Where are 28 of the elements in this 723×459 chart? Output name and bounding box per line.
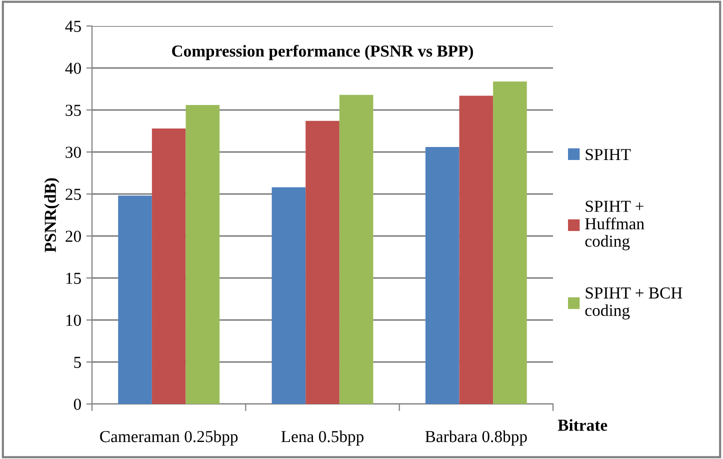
- y-tick-label: 25: [66, 188, 81, 200]
- y-tick-label: 35: [66, 104, 81, 116]
- y-tick-label: 20: [66, 230, 81, 242]
- bar: [186, 104, 220, 404]
- x-tick-label: Barbara 0.8bpp: [425, 430, 527, 446]
- y-axis-title: PSNR(dB): [44, 178, 60, 252]
- y-tick-label: 15: [66, 272, 81, 284]
- text: Compression performance (PSNR vs BPP): [172, 44, 473, 60]
- legend-label: SPIHT + Huffman coding: [585, 200, 644, 250]
- bar: [425, 146, 460, 404]
- y-tick-label: 5: [74, 356, 81, 368]
- x-tick-label: Cameraman 0.25bpp: [100, 430, 238, 446]
- y-tick-label: 10: [66, 314, 81, 326]
- x-axis-title: Bitrate: [558, 419, 608, 431]
- legend-label: SPIHT: [586, 148, 631, 160]
- y-tick-label: 30: [66, 146, 81, 158]
- y-tick-label: 40: [65, 62, 81, 74]
- bar: [339, 94, 374, 404]
- bar: [118, 196, 152, 404]
- bar: [459, 96, 494, 404]
- x-tick-label: Lena 0.5bpp: [281, 430, 364, 446]
- bar: [152, 128, 186, 404]
- legend-label: SPIHT + BCH coding: [585, 287, 682, 320]
- bar: [306, 120, 340, 404]
- bar: [272, 187, 306, 404]
- y-tick-label: 0: [74, 398, 81, 410]
- y-tick-label: 45: [65, 20, 81, 32]
- bar: [493, 81, 527, 404]
